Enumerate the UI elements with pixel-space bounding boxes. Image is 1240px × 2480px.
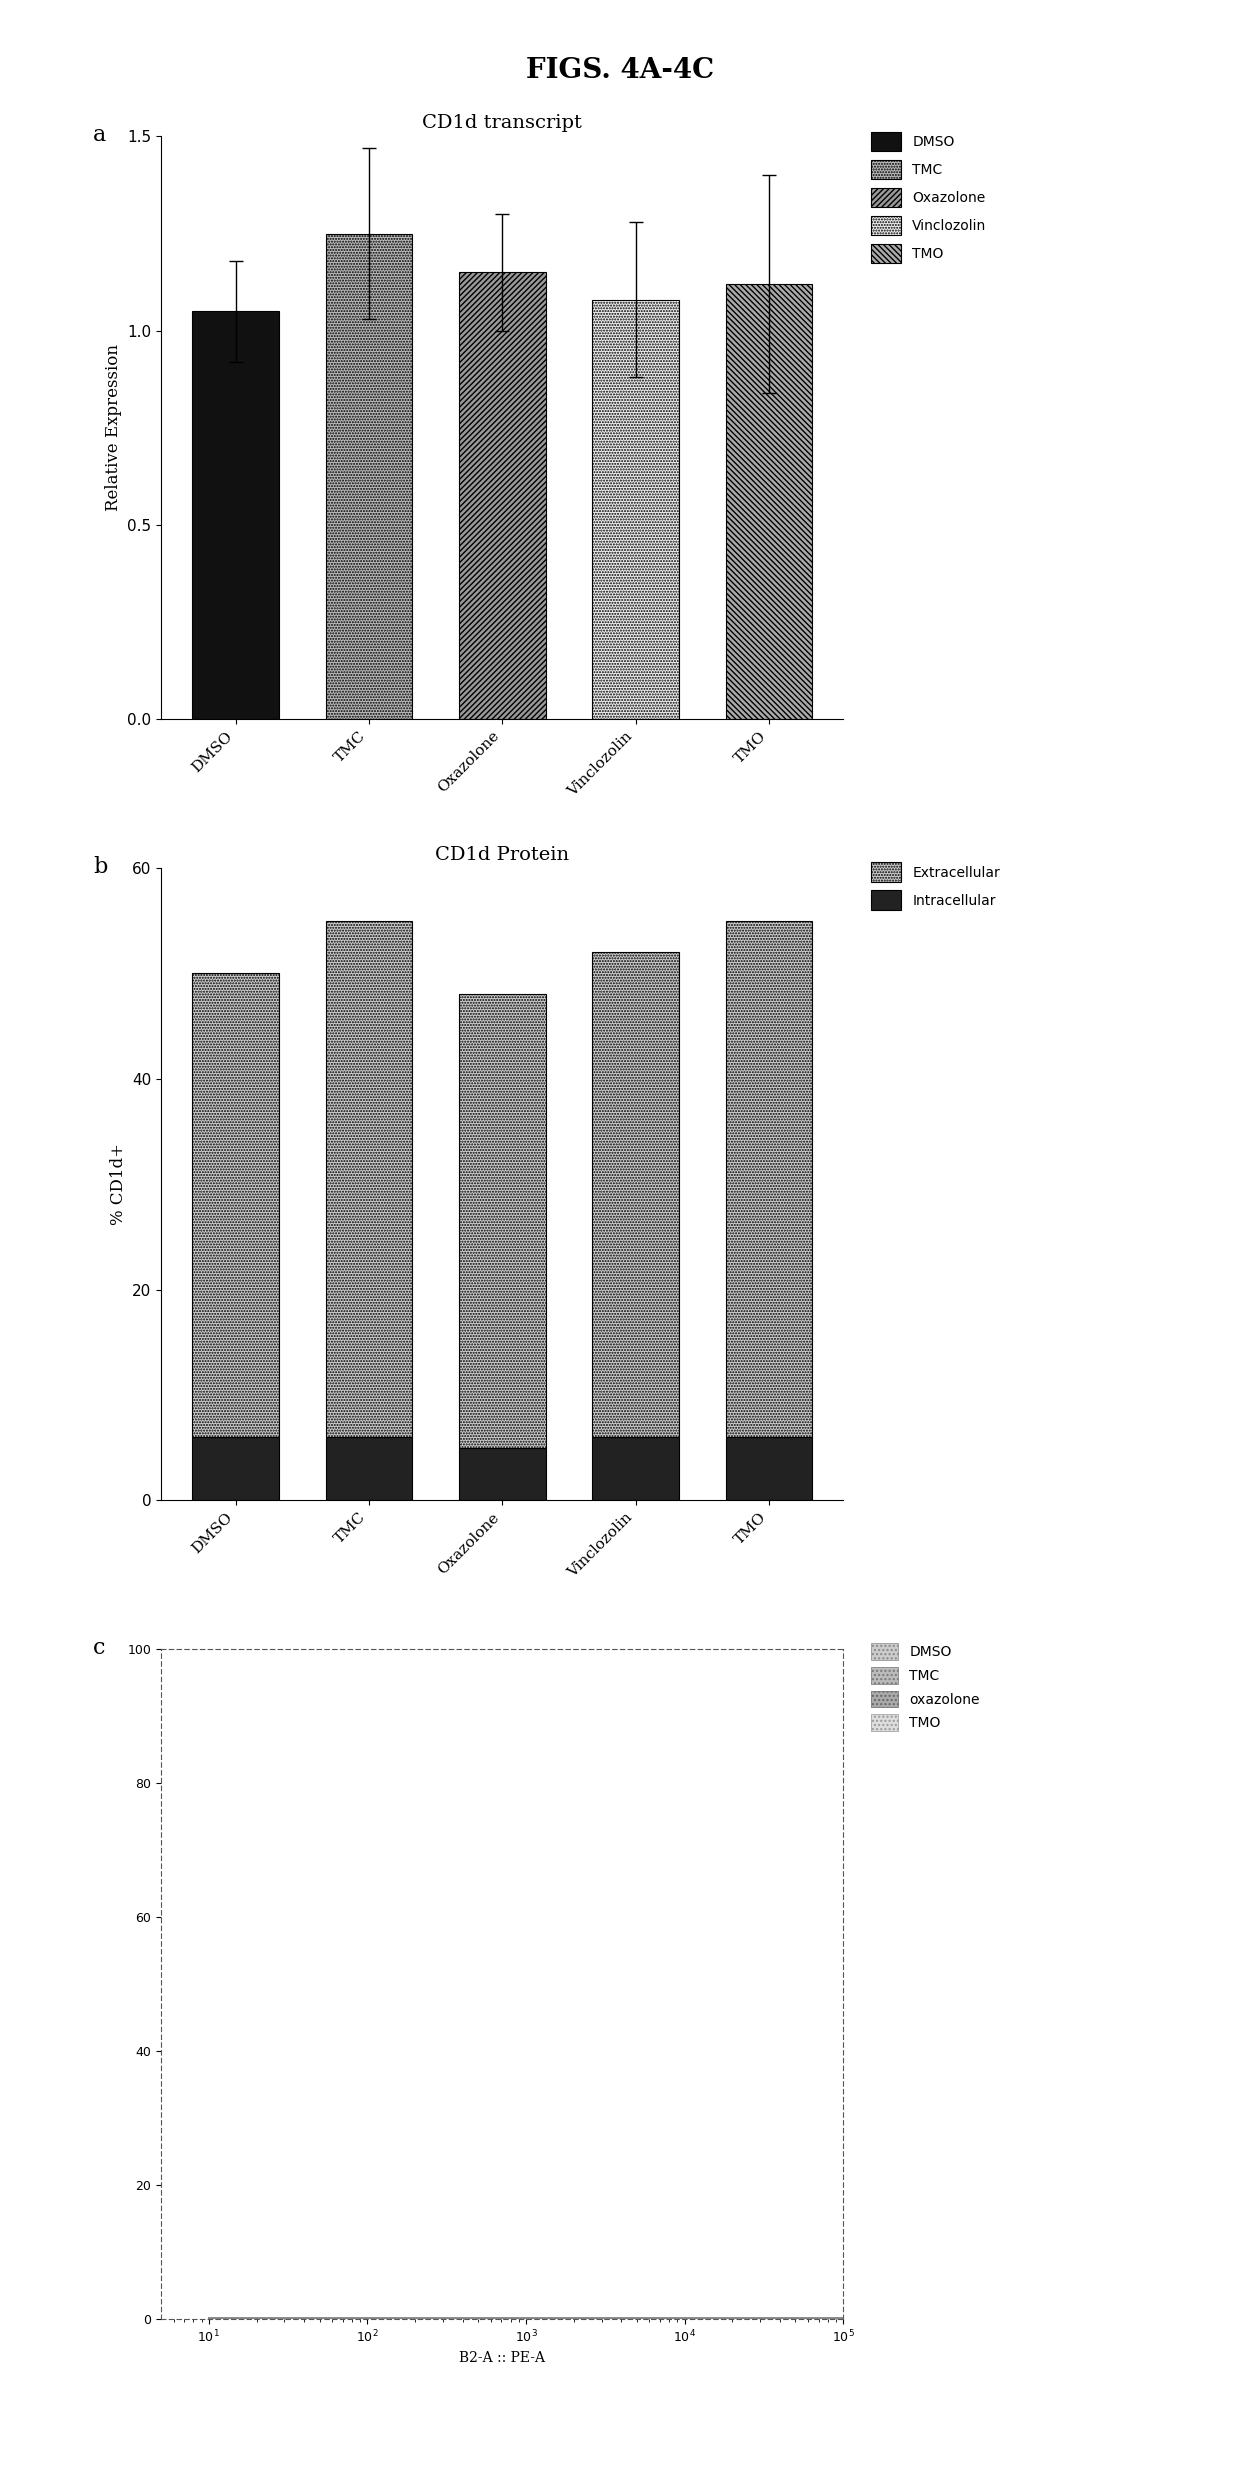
Bar (192, 312, 279, 719)
Legend: Extracellular, Intracellular: Extracellular, Intracellular (870, 863, 999, 910)
Text: FIGS. 4A-4C: FIGS. 4A-4C (526, 57, 714, 84)
Bar (593, 952, 678, 1438)
Title: CD1d Protein: CD1d Protein (435, 846, 569, 863)
Y-axis label: % CD1d+: % CD1d+ (109, 1143, 126, 1225)
Bar (459, 1448, 546, 1500)
Bar (192, 975, 279, 1438)
Bar (725, 285, 812, 719)
Text: a: a (93, 124, 107, 146)
Bar (192, 1438, 279, 1500)
Bar (326, 920, 412, 1438)
Legend: DMSO, TMC, Oxazolone, Vinclozolin, TMO: DMSO, TMC, Oxazolone, Vinclozolin, TMO (870, 131, 987, 263)
Bar (459, 994, 546, 1448)
Bar (593, 300, 678, 719)
Text: c: c (93, 1637, 105, 1659)
Title: CD1d transcript: CD1d transcript (423, 114, 582, 131)
Bar (725, 1438, 812, 1500)
Bar (459, 273, 546, 719)
Bar (326, 1438, 412, 1500)
Legend: DMSO, TMC, oxazolone, TMO: DMSO, TMC, oxazolone, TMO (870, 1642, 980, 1731)
Text: b: b (93, 856, 108, 878)
X-axis label: B2-A :: PE-A: B2-A :: PE-A (459, 2351, 546, 2363)
Y-axis label: Relative Expression: Relative Expression (105, 345, 122, 511)
Bar (725, 920, 812, 1438)
Bar (593, 1438, 678, 1500)
Bar (326, 233, 412, 719)
